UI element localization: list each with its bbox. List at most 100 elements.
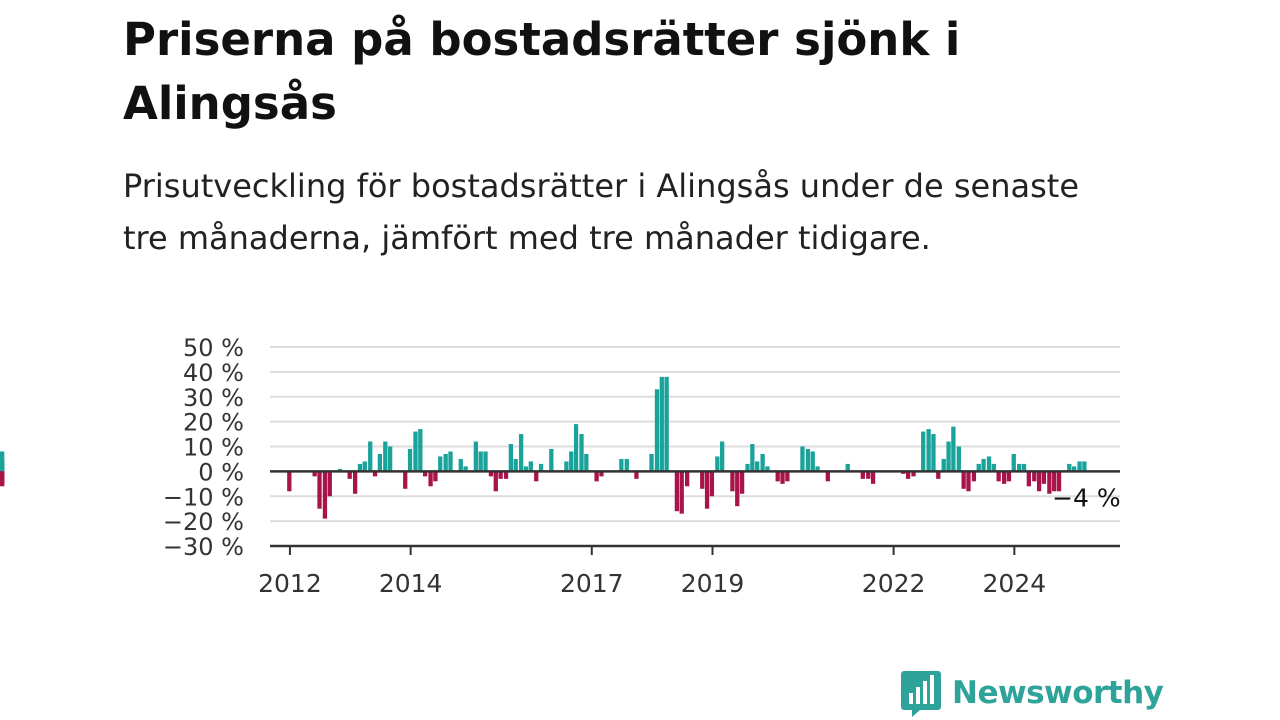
bar	[739, 471, 745, 494]
bar	[312, 471, 317, 477]
x-tick-label: 2019	[681, 569, 745, 598]
bar	[815, 466, 820, 472]
bar	[493, 471, 498, 492]
bar	[775, 471, 780, 482]
bar	[1026, 471, 1031, 487]
bar	[483, 451, 488, 472]
bar	[488, 471, 494, 477]
bar	[327, 471, 332, 497]
bar	[357, 463, 363, 472]
bar	[619, 458, 624, 472]
bar	[0, 463, 5, 472]
y-tick-label: 20 %	[183, 409, 244, 437]
bars	[0, 376, 1087, 519]
bar	[317, 471, 322, 509]
bar	[383, 441, 388, 472]
bar	[372, 471, 378, 477]
bar	[986, 456, 992, 472]
bar	[322, 471, 328, 519]
bar	[946, 441, 951, 472]
bar	[564, 461, 569, 472]
bar	[428, 471, 433, 487]
bar	[720, 441, 725, 472]
bar	[1052, 471, 1057, 492]
bar	[951, 426, 956, 472]
bar	[981, 458, 986, 472]
bar	[780, 471, 785, 484]
bar	[1001, 471, 1007, 484]
bar	[1067, 463, 1072, 472]
bar	[926, 429, 931, 472]
grid-lines	[270, 346, 1120, 523]
bar	[905, 471, 911, 479]
bar	[715, 456, 720, 472]
x-tick-label: 2017	[560, 569, 624, 598]
bar	[352, 471, 358, 494]
bar	[594, 471, 599, 482]
bar	[407, 448, 413, 472]
y-tick-label: 30 %	[183, 384, 244, 412]
bar	[569, 451, 574, 472]
bar	[418, 429, 423, 472]
bar	[413, 431, 418, 472]
bar	[785, 471, 790, 482]
bar	[700, 471, 705, 489]
newsworthy-logo-text: Newsworthy	[952, 675, 1164, 711]
bar	[936, 471, 941, 479]
y-tick-label: −30 %	[163, 533, 244, 561]
y-tick-label: −20 %	[163, 508, 244, 536]
bar	[1082, 461, 1087, 472]
bar	[845, 463, 850, 472]
bar	[745, 463, 750, 472]
bar	[800, 446, 805, 472]
bar	[534, 471, 539, 482]
bar	[422, 471, 428, 477]
chart-subtitle: Prisutveckling för bostadsrätter i Aling…	[123, 167, 1079, 257]
newsworthy-logo: Newsworthy	[900, 668, 1164, 718]
bar	[649, 453, 654, 472]
bar	[679, 471, 684, 514]
bar	[508, 444, 514, 472]
chart-title: Priserna på bostadsrätter sjönk i Alings…	[123, 13, 961, 130]
bar	[438, 456, 443, 472]
bar	[1077, 461, 1082, 472]
bar	[473, 441, 479, 472]
bar	[1056, 471, 1062, 492]
bar	[1047, 471, 1052, 494]
y-tick-label: 50 %	[183, 334, 244, 362]
bar	[368, 441, 373, 472]
bar	[961, 471, 966, 489]
bar	[1041, 471, 1047, 484]
bar	[825, 471, 830, 482]
bar	[513, 458, 518, 472]
bar	[362, 461, 367, 472]
bar	[991, 463, 996, 472]
bar	[860, 471, 865, 479]
bar	[805, 448, 811, 472]
y-tick-label: −10 %	[163, 483, 244, 511]
y-tick-label: 0 %	[198, 458, 244, 486]
bar	[956, 446, 961, 472]
bar	[976, 463, 981, 472]
bar	[911, 471, 916, 477]
bar	[996, 471, 1001, 482]
bar	[659, 376, 664, 472]
labels: 50 %40 %30 %20 %10 %0 %−10 %−20 %−30 % 20…	[163, 334, 1121, 598]
bar	[463, 466, 468, 472]
bar	[0, 451, 5, 472]
bar	[433, 471, 438, 482]
bar	[1011, 453, 1016, 472]
bar	[448, 451, 453, 472]
bar	[503, 471, 509, 479]
bar	[760, 453, 765, 472]
bar	[518, 434, 524, 472]
bar	[624, 458, 629, 472]
axes	[270, 470, 1120, 555]
bar	[377, 453, 383, 472]
bar	[971, 471, 977, 482]
bar	[0, 471, 5, 482]
bar	[538, 463, 544, 472]
bar	[1021, 463, 1027, 472]
y-tick-label: 10 %	[183, 434, 244, 462]
bar	[750, 444, 755, 472]
